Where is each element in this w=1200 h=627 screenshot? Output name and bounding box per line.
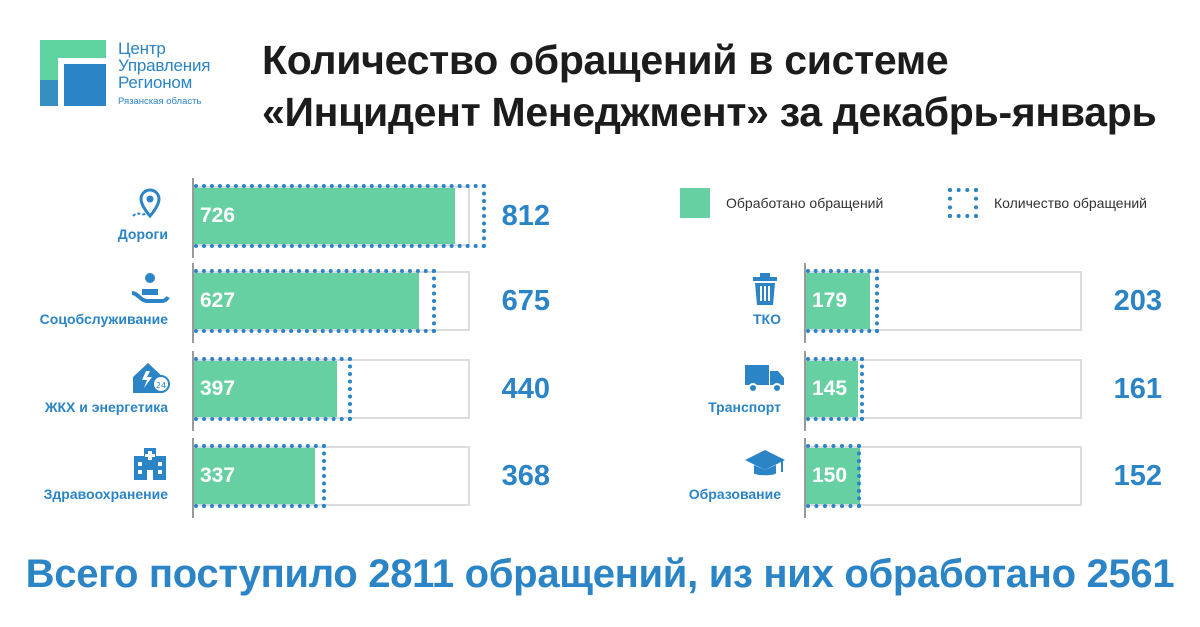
bar-total [806,269,879,333]
legend-total: Количество обращений [948,186,1147,220]
processed-value: 145 [812,377,848,400]
bar-processed [194,448,315,504]
bar-row-health: Здравоохранение 337 368 [0,438,1200,518]
graduation-cap-icon [745,446,785,482]
total-value: 152 [1113,460,1162,492]
axis-line [192,351,194,431]
summary-text: Всего поступило 2811 обращений, из них о… [25,552,1175,596]
bar-total [194,357,352,421]
processed-value: 150 [812,464,848,487]
hospital-icon [130,446,170,482]
title-line-2: «Инцидент Менеджмент» за декабрь-январь [262,89,1157,135]
category-label: Дороги [117,226,168,242]
truck-icon [745,359,785,395]
axis-line [192,438,194,518]
bar-processed [194,361,337,417]
trash-bin-icon [745,271,785,307]
category-label: Транспорт [708,399,781,415]
total-value: 161 [1113,373,1162,405]
total-value: 812 [501,200,550,232]
bar-total [194,269,436,333]
axis-line [804,351,806,431]
house-energy-icon: 24 [130,359,170,395]
total-value: 675 [501,285,550,317]
bar-total [194,444,326,508]
page-title: Количество обращений в системе «Инцидент… [262,34,1182,138]
bar-total [194,184,486,248]
logo-line-3: Регионом [118,73,193,92]
logo-text: Центр Управления Регионом Рязанская обла… [118,40,210,107]
legend-processed-swatch [680,188,710,218]
bar-total [806,357,864,421]
logo-mark-icon [40,40,106,106]
logo-line-2: Управления [118,56,211,75]
axis-line [804,263,806,343]
total-value: 368 [501,460,550,492]
category-label: Образование [688,486,781,502]
category-label: Здравоохранение [43,486,168,502]
category-label: ТКО [753,311,781,327]
total-value: 440 [501,373,550,405]
bar-row-social: Соцобслуживание 627 675 [0,263,1200,343]
bar-processed [806,448,860,504]
legend-processed: Обработано обращений [680,186,883,220]
processed-value: 397 [200,377,236,400]
axis-line [804,438,806,518]
title-line-1: Количество обращений в системе [262,37,949,83]
bar-row-housing: 24 ЖКХ и энергетика 397 440 [0,351,1200,431]
bar-processed [806,361,858,417]
map-pin-icon [130,186,170,222]
logo-region: Рязанская область [118,96,202,107]
category-label: ЖКХ и энергетика [44,399,168,415]
bar-row-education: Образование 150 152 [0,438,1200,518]
bar-row-waste: ТКО 179 203 [0,263,1200,343]
axis-line [192,178,194,258]
bar-row-roads: Дороги 726 812 [0,178,1200,258]
logo-line-1: Центр [118,39,166,58]
bar-row-transport: Транспорт 145 161 [0,351,1200,431]
processed-value: 179 [812,289,848,312]
svg-text:24: 24 [156,381,166,390]
bar-processed [194,188,455,244]
legend-total-label: Количество обращений [994,195,1147,211]
processed-value: 627 [200,289,236,312]
total-value: 203 [1113,285,1162,317]
bar-total [806,444,861,508]
axis-line [192,263,194,343]
social-care-icon [130,271,170,307]
legend-processed-label: Обработано обращений [726,195,884,211]
processed-value: 337 [200,464,236,487]
category-label: Соцобслуживание [39,311,168,327]
logo: Центр Управления Регионом Рязанская обла… [40,40,240,110]
legend-total-swatch [948,188,978,218]
processed-value: 726 [200,204,236,227]
bar-processed [194,273,419,329]
bar-processed [806,273,870,329]
